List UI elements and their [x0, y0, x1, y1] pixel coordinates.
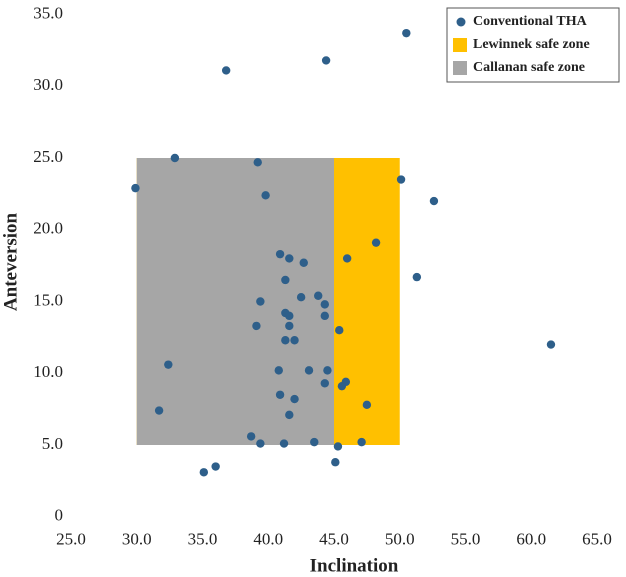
data-point — [337, 381, 347, 391]
x-tick-label: 65.0 — [582, 530, 612, 549]
data-point — [279, 439, 289, 448]
data-point — [281, 336, 290, 345]
data-point — [412, 272, 422, 282]
safe-zone — [136, 158, 334, 445]
y-tick-label: 0 — [55, 506, 64, 525]
data-point — [285, 311, 294, 321]
data-point — [371, 238, 381, 247]
data-point — [335, 326, 344, 335]
data-point — [261, 191, 270, 200]
data-point — [211, 462, 220, 471]
data-point — [256, 297, 265, 306]
legend-marker — [456, 17, 466, 27]
y-axis-title: Anteversion — [0, 212, 21, 311]
data-point — [320, 379, 329, 388]
data-point — [357, 437, 366, 447]
x-tick-label: 40.0 — [253, 530, 283, 549]
legend-text: Lewinnek safe zone — [473, 37, 590, 52]
x-tick-label: 35.0 — [188, 530, 218, 549]
data-point — [320, 300, 329, 309]
x-axis-title: Inclination — [310, 555, 399, 576]
data-point — [290, 336, 299, 345]
data-point — [396, 175, 406, 184]
data-point — [314, 291, 323, 300]
data-point — [331, 458, 340, 467]
data-point — [281, 275, 290, 285]
data-point — [320, 311, 329, 321]
legend-swatch — [453, 61, 467, 75]
data-point — [256, 439, 265, 448]
y-tick-label: 25.0 — [33, 147, 63, 166]
data-point — [285, 410, 294, 420]
data-point — [362, 400, 372, 410]
data-point — [285, 321, 294, 331]
legend-text: Callanan safe zone — [473, 60, 585, 75]
data-point — [274, 366, 283, 375]
data-point — [199, 468, 209, 477]
x-tick-label: 25.0 — [56, 530, 86, 549]
x-tick-label: 50.0 — [385, 530, 415, 549]
data-point — [253, 158, 262, 167]
data-point — [323, 366, 332, 375]
y-tick-label: 15.0 — [33, 290, 63, 309]
data-point — [275, 249, 285, 259]
data-point — [304, 366, 314, 375]
data-point — [290, 394, 299, 404]
data-point — [164, 360, 173, 369]
y-tick-label: 10.0 — [33, 362, 63, 381]
data-point — [170, 153, 180, 163]
data-point — [429, 196, 439, 206]
data-point — [275, 390, 285, 399]
legend-box — [446, 7, 620, 83]
data-point — [285, 254, 294, 263]
x-tick-label: 60.0 — [516, 530, 546, 549]
y-tick-label: 5.0 — [42, 434, 63, 453]
legend-swatch — [453, 38, 467, 52]
data-point — [221, 66, 231, 75]
y-tick-label: 30.0 — [33, 75, 63, 94]
data-point — [296, 292, 306, 302]
data-point — [321, 56, 331, 65]
data-point — [246, 432, 256, 441]
data-point — [310, 437, 319, 447]
data-point — [299, 258, 308, 267]
y-tick-label: 35.0 — [33, 3, 63, 22]
legend-text: Conventional THA — [473, 14, 588, 29]
data-point — [252, 321, 261, 331]
data-point — [333, 442, 343, 451]
data-point — [546, 340, 556, 349]
data-point — [131, 183, 140, 193]
y-tick-label: 20.0 — [33, 219, 63, 238]
x-tick-label: 30.0 — [122, 530, 152, 549]
x-tick-label: 45.0 — [319, 530, 349, 549]
data-point — [342, 254, 352, 263]
x-tick-label: 55.0 — [451, 530, 481, 549]
data-point — [154, 406, 164, 415]
data-point — [402, 28, 411, 38]
